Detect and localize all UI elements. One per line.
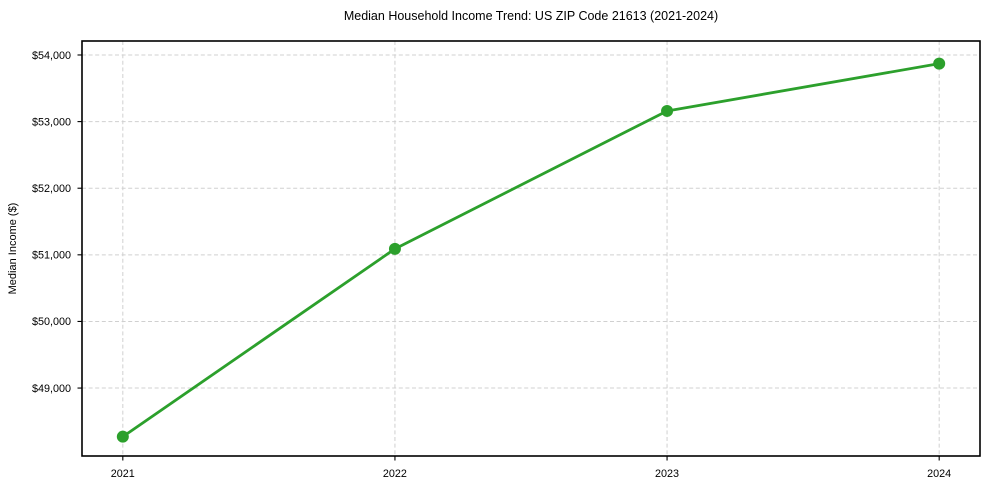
y-tick-label: $49,000 (32, 383, 71, 395)
x-tick-label: 2023 (655, 468, 679, 480)
y-axis-label: Median Income ($) (7, 203, 19, 295)
data-point (933, 57, 946, 70)
chart-title: Median Household Income Trend: US ZIP Co… (344, 9, 718, 23)
data-point (116, 430, 129, 443)
y-tick-label: $52,000 (32, 183, 71, 195)
plot-border (81, 40, 981, 457)
y-tick-label: $54,000 (32, 50, 71, 62)
data-point (388, 242, 401, 255)
y-tick-label: $50,000 (32, 316, 71, 328)
x-tick-label: 2024 (927, 468, 951, 480)
x-tick-label: 2022 (383, 468, 407, 480)
y-tick-label: $53,000 (32, 116, 71, 128)
trend-line (121, 62, 941, 439)
data-point (661, 104, 674, 117)
x-tick-label: 2021 (111, 468, 135, 480)
y-tick-label: $51,000 (32, 250, 71, 262)
